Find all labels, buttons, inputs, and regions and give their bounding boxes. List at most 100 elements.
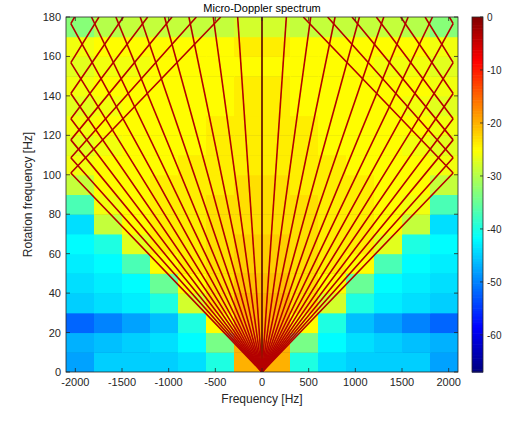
x-tick-label: 500 bbox=[299, 376, 317, 388]
y-tick-label: 100 bbox=[43, 169, 61, 181]
heat-cell bbox=[430, 333, 458, 353]
heat-cell bbox=[374, 254, 403, 274]
heat-cell bbox=[206, 352, 235, 372]
colorbar-tick-label: 0 bbox=[487, 12, 493, 23]
x-tick bbox=[75, 368, 76, 372]
heat-cell bbox=[66, 254, 95, 274]
heat-cell bbox=[234, 116, 263, 136]
x-tick bbox=[308, 368, 309, 372]
heat-cell bbox=[374, 333, 403, 353]
heat-cell bbox=[346, 273, 375, 293]
y-axis-title: Rotation frequency [Hz] bbox=[21, 132, 35, 257]
y-tick-label: 80 bbox=[49, 208, 61, 220]
heat-cell bbox=[402, 214, 431, 234]
y-tick bbox=[454, 174, 458, 175]
heat-cell bbox=[262, 135, 291, 155]
heat-cell bbox=[430, 254, 458, 274]
y-tick bbox=[454, 372, 458, 373]
harmonic-line bbox=[140, 17, 262, 372]
y-tick bbox=[66, 214, 70, 215]
y-tick bbox=[454, 135, 458, 136]
heat-cell bbox=[402, 254, 431, 274]
harmonic-line bbox=[262, 17, 384, 372]
x-tick bbox=[262, 368, 263, 372]
colorbar-tick bbox=[480, 175, 483, 176]
harmonic-line bbox=[261, 17, 263, 372]
heat-cell bbox=[178, 155, 207, 175]
heat-cell bbox=[94, 313, 123, 333]
harmonic-line bbox=[71, 17, 453, 372]
heat-cell bbox=[374, 76, 403, 96]
heat-cell bbox=[234, 234, 263, 254]
heat-cell bbox=[150, 175, 179, 195]
colorbar-tick-label: -30 bbox=[487, 171, 502, 182]
heat-cell bbox=[206, 96, 235, 116]
y-tick bbox=[454, 56, 458, 57]
heat-cell bbox=[234, 76, 263, 96]
y-tick bbox=[66, 17, 70, 18]
heat-cell bbox=[66, 273, 95, 293]
plot-frame bbox=[66, 17, 458, 372]
heat-cell bbox=[290, 17, 319, 37]
heat-cell bbox=[66, 116, 95, 136]
x-tick bbox=[448, 17, 449, 21]
y-tick bbox=[66, 135, 70, 136]
heat-cell bbox=[206, 76, 235, 96]
harmonic-line bbox=[71, 17, 453, 372]
heat-cell bbox=[150, 352, 179, 372]
harmonic-line bbox=[71, 17, 453, 372]
chart: -2000-1500-1000-500050010001500200002040… bbox=[0, 0, 517, 424]
colorbar-frame bbox=[472, 17, 483, 372]
harmonic-line bbox=[71, 17, 453, 372]
heat-cell bbox=[290, 175, 319, 195]
heat-cell bbox=[402, 313, 431, 333]
colorbar-tick bbox=[480, 17, 483, 18]
heat-cell bbox=[430, 273, 458, 293]
y-tick-label: 160 bbox=[43, 50, 61, 62]
x-tick bbox=[308, 17, 309, 21]
heat-cell bbox=[178, 56, 207, 76]
heat-cell bbox=[122, 273, 151, 293]
colorbar-tick-label: -50 bbox=[487, 277, 502, 288]
heat-cell bbox=[262, 214, 291, 234]
heat-cell bbox=[94, 352, 123, 372]
heat-cell bbox=[234, 214, 263, 234]
colorbar-tick-label: -60 bbox=[487, 330, 502, 341]
y-tick bbox=[66, 293, 70, 294]
heat-cell bbox=[402, 352, 431, 372]
x-tick bbox=[262, 17, 263, 21]
y-tick-label: 0 bbox=[55, 366, 61, 378]
heat-cell bbox=[346, 333, 375, 353]
heat-cell bbox=[94, 254, 123, 274]
heat-cell bbox=[150, 293, 179, 313]
heat-cell bbox=[234, 135, 263, 155]
heat-cell bbox=[66, 214, 95, 234]
heat-cell bbox=[150, 313, 179, 333]
heat-cell bbox=[122, 293, 151, 313]
harmonic-line bbox=[71, 17, 453, 372]
x-tick bbox=[355, 17, 356, 21]
heat-cell bbox=[234, 37, 263, 57]
heat-cell bbox=[66, 175, 95, 195]
x-tick bbox=[215, 368, 216, 372]
heat-cell bbox=[430, 116, 458, 136]
heat-cell bbox=[122, 254, 151, 274]
harmonic-line bbox=[165, 17, 262, 372]
heat-cell bbox=[122, 37, 151, 57]
x-tick-label: 1000 bbox=[343, 376, 367, 388]
heat-cell bbox=[234, 56, 263, 76]
heat-cell bbox=[122, 155, 151, 175]
harmonic-line bbox=[213, 17, 262, 372]
heat-cell bbox=[262, 116, 291, 136]
colorbar-tick-label: -20 bbox=[487, 118, 502, 129]
colorbar-tick bbox=[480, 69, 483, 70]
heat-cell bbox=[178, 214, 207, 234]
x-tick-label: -1000 bbox=[155, 376, 183, 388]
heat-cell bbox=[262, 96, 291, 116]
x-tick bbox=[122, 368, 123, 372]
x-tick bbox=[122, 17, 123, 21]
heat-cell bbox=[122, 352, 151, 372]
heat-cell bbox=[430, 313, 458, 333]
heat-cell bbox=[94, 214, 123, 234]
heat-cell bbox=[402, 273, 431, 293]
